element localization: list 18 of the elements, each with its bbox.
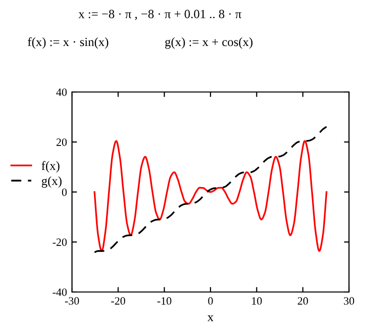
legend-label: f(x) (42, 161, 60, 173)
text: g(x) := x + cos(x) (165, 37, 252, 49)
x-tick-label: -30 (65, 297, 79, 305)
x-tick-label: 0 (208, 297, 213, 305)
y-tick-label: -40 (52, 288, 67, 296)
x-axis-title: x (207, 315, 214, 322)
x-tick-label: 20 (298, 297, 308, 305)
legend-label: g(x) (42, 176, 62, 188)
y-tick-label: -20 (52, 238, 67, 246)
x-tick-label: 30 (344, 297, 354, 305)
y-tick-label: 20 (56, 138, 67, 146)
text: x := −8 · π , −8 · π + 0.01 .. 8 · π (78, 10, 242, 20)
x-tick-label: -10 (157, 297, 172, 305)
x-tick-label: 10 (252, 297, 262, 305)
text: f(x) := x · sin(x) (28, 37, 108, 49)
x-tick-label: -20 (111, 297, 126, 305)
y-tick-label: 40 (56, 88, 67, 96)
y-tick-label: 0 (62, 188, 67, 196)
